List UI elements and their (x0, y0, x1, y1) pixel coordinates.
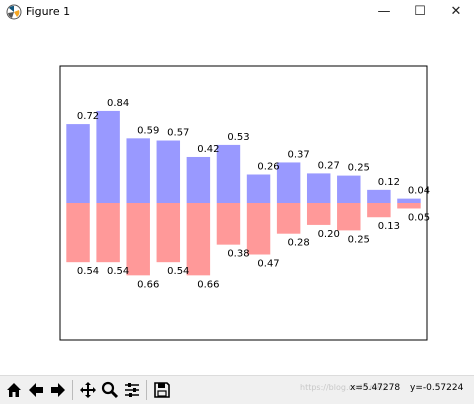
minimize-button[interactable]: — (377, 4, 391, 19)
data-label-bottom: 0.54 (167, 266, 189, 277)
forward-icon (51, 383, 65, 397)
data-label-bottom: 0.38 (227, 249, 249, 260)
data-label-bottom: 0.28 (287, 238, 309, 249)
data-label-bottom: 0.66 (197, 279, 219, 290)
data-label-top: 0.59 (137, 125, 159, 136)
toolbar-separator (72, 380, 73, 400)
bar-positive (397, 198, 421, 203)
bar-negative (66, 203, 90, 263)
bar-positive (367, 189, 391, 203)
home-button[interactable] (4, 380, 24, 400)
data-label-bottom: 0.25 (348, 234, 370, 245)
pan-icon (80, 382, 96, 398)
data-label-bottom: 0.13 (378, 221, 400, 232)
bar-positive (96, 110, 120, 203)
bar-positive (276, 162, 301, 203)
axes-frame (59, 65, 428, 341)
toolbar-separator (146, 380, 147, 400)
bar-positive (306, 173, 331, 203)
save-button[interactable] (152, 380, 172, 400)
bar-positive (126, 138, 150, 203)
bar-negative (96, 203, 120, 263)
data-label-top: 0.27 (318, 160, 340, 171)
pan-button[interactable] (78, 380, 98, 400)
bar-chart: 0.72 0.84 0.59 0.57 0.42 0.53 0.26 0.37 0.27 0.25… (59, 65, 430, 341)
data-label-bottom: 0.47 (257, 259, 279, 270)
bar-positive (66, 124, 90, 203)
data-label-bottom: 0.54 (107, 266, 129, 277)
data-label-bottom: 0.66 (137, 279, 159, 290)
bar-negative (397, 203, 421, 209)
bar-positive (186, 156, 211, 203)
data-label-top: 0.12 (378, 177, 400, 188)
bar-positive (156, 140, 181, 203)
bar-negative (337, 203, 361, 231)
bar-positive (337, 175, 361, 203)
zoom-button[interactable] (100, 380, 120, 400)
data-label-top: 0.37 (287, 149, 309, 160)
window-titlebar: Figure 1 — ☐ ✕ (0, 0, 474, 24)
data-label-top: 0.57 (167, 128, 189, 139)
back-button[interactable] (26, 380, 46, 400)
navigation-toolbar: https://blog.csdn.net/... x=5.47278 y=-0… (0, 375, 474, 404)
data-label-top: 0.42 (197, 144, 219, 155)
bar-negative (246, 203, 271, 255)
data-label-top: 0.25 (348, 163, 370, 174)
close-button[interactable]: ✕ (450, 4, 462, 19)
save-icon (154, 382, 170, 398)
data-label-top: 0.72 (77, 111, 99, 122)
bar-positive (246, 174, 271, 203)
bar-negative (126, 203, 150, 276)
data-label-top: 0.84 (107, 98, 129, 109)
data-label-top: 0.04 (408, 186, 430, 197)
zoom-icon (101, 381, 119, 399)
maximize-button[interactable]: ☐ (414, 4, 426, 19)
configure-subplots-icon (125, 383, 139, 397)
home-icon (7, 383, 21, 397)
data-label-bottom: 0.54 (77, 266, 99, 277)
matplotlib-app-icon (6, 4, 22, 20)
data-label-bottom: 0.05 (408, 212, 430, 223)
figure-canvas[interactable]: 0.72 0.84 0.59 0.57 0.42 0.53 0.26 0.37 0.27 0.25… (0, 24, 474, 375)
window-title: Figure 1 (26, 5, 71, 18)
bar-negative (306, 203, 331, 225)
data-label-bottom: 0.20 (318, 229, 340, 240)
bar-negative (156, 203, 181, 263)
bar-negative (367, 203, 391, 218)
x-coordinate-readout: x=5.47278 (350, 383, 401, 393)
data-label-top: 0.53 (227, 132, 249, 143)
forward-button[interactable] (48, 380, 68, 400)
bar-negative (186, 203, 211, 276)
bar-positive (216, 144, 241, 203)
bar-negative (216, 203, 241, 245)
watermark-text: https://blog.csdn.net/... (300, 383, 394, 392)
back-icon (29, 383, 43, 397)
bar-negative (276, 203, 301, 234)
data-label-top: 0.26 (257, 162, 279, 173)
y-coordinate-readout: y=-0.57224 (410, 383, 464, 393)
configure-subplots-button[interactable] (122, 380, 142, 400)
